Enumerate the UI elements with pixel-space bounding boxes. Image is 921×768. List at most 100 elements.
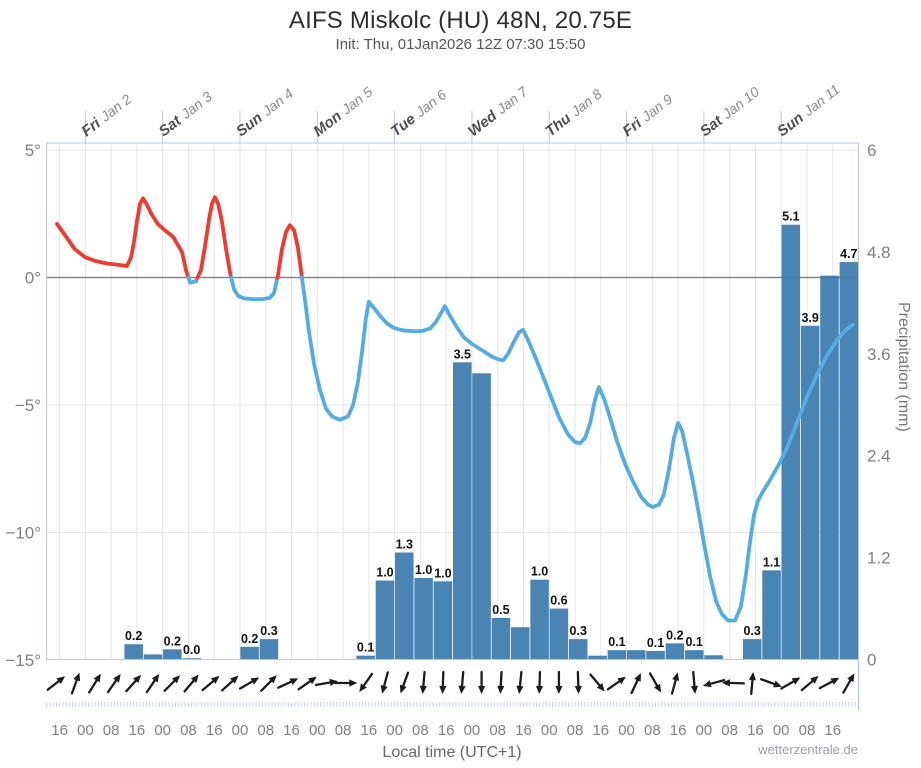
day-label: SatJan 3 — [156, 88, 216, 140]
y-left-tick: 0° — [25, 269, 41, 288]
precip-bar — [472, 373, 491, 660]
x-hour-tick: 16 — [51, 722, 68, 739]
wind-arrow — [458, 670, 466, 694]
x-hour-tick: 16 — [747, 722, 764, 739]
precip-bar — [491, 617, 511, 660]
x-axis-title: Local time (UTC+1) — [382, 744, 522, 761]
wind-arrow — [88, 673, 101, 694]
precip-bar — [762, 570, 781, 660]
wind-arrow — [260, 675, 277, 692]
y-axis-right-title: Precipitation (mm) — [895, 302, 912, 432]
temperature-line-above-zero — [55, 196, 191, 280]
precip-bar-value: 1.0 — [531, 565, 548, 579]
wind-arrow — [690, 670, 699, 694]
x-hour-tick: 16 — [515, 722, 532, 739]
y-axis-left-tick-labels: 5° 0° −5° −10° −15° — [5, 141, 41, 670]
y-left-tick: −15° — [5, 651, 41, 670]
precip-bar-value: 0.2 — [241, 632, 258, 646]
precip-bar-value: 1.1 — [763, 555, 780, 569]
chart-title: AIFS Miskolc (HU) 48N, 20.75E — [288, 7, 633, 34]
y-right-tick: 6 — [867, 141, 876, 160]
wind-arrow — [399, 671, 410, 694]
precip-bar-value: 0.2 — [125, 629, 142, 643]
precip-bar — [530, 579, 549, 660]
y-left-tick: −10° — [5, 524, 41, 543]
temperature-line-above-zero — [275, 223, 304, 280]
precipitation-bar-labels: 0.2 0.20.00.20.30.11.01.31.0 1.03.50.51.00… — [125, 210, 858, 657]
wind-arrow — [220, 675, 239, 692]
x-hour-tick: 00 — [696, 722, 713, 739]
precip-bar — [549, 608, 569, 660]
wind-arrow — [818, 677, 840, 690]
horizontal-gridlines — [46, 149, 859, 533]
wind-arrow — [648, 672, 662, 693]
wind-arrow — [606, 676, 626, 691]
precip-bar-value: 4.7 — [840, 247, 857, 261]
precip-bar-value: 0.3 — [260, 624, 277, 638]
precip-bar — [163, 649, 182, 660]
precip-bar-value: 3.5 — [454, 347, 471, 361]
wind-arrow — [277, 678, 299, 689]
wind-arrow — [359, 672, 374, 693]
wind-arrow — [555, 670, 563, 694]
wind-arrow — [477, 670, 486, 694]
precip-bar — [395, 552, 414, 660]
x-hour-tick: 16 — [438, 722, 455, 739]
watermark: wetterzentrale.de — [758, 742, 858, 757]
precip-bar-value: 0.1 — [647, 636, 664, 650]
precip-bar-value: 1.0 — [376, 566, 393, 580]
x-hour-tick: 08 — [489, 722, 506, 739]
precip-bar-value: 1.0 — [415, 563, 432, 577]
precip-bar-value: 1.0 — [434, 566, 451, 580]
wind-arrow — [780, 677, 801, 690]
precip-bar-value: 0.1 — [608, 635, 625, 649]
wind-arrow — [497, 670, 505, 694]
x-hour-tick: 16 — [670, 722, 687, 739]
precip-bar-value: 0.6 — [550, 594, 567, 608]
precip-bar-value: 0.3 — [570, 624, 587, 638]
precip-bar — [568, 639, 588, 660]
x-axis-hour-labels: 16 00 08 16 00 08 16 00 08 16 00 08 16 00 08 16 00 08 16 00… — [51, 722, 841, 739]
precip-bar — [182, 658, 201, 660]
wind-arrow — [589, 673, 605, 692]
x-hour-tick: 08 — [721, 722, 738, 739]
day-label: MonJan 5 — [310, 83, 376, 140]
precip-bar — [453, 362, 472, 660]
precip-bar-value: 3.9 — [801, 311, 818, 325]
x-hour-tick: 16 — [129, 722, 146, 739]
y-right-tick: 0 — [867, 651, 876, 670]
day-boundary-lines — [84, 111, 782, 143]
hour-ruler — [46, 659, 860, 710]
precip-bar — [684, 650, 704, 660]
precip-bar — [704, 655, 723, 660]
x-hour-tick: 00 — [386, 722, 403, 739]
x-hour-tick: 00 — [773, 722, 790, 739]
wind-arrow — [721, 679, 746, 687]
temperature-line-below-zero — [186, 275, 200, 285]
wind-arrow — [516, 670, 524, 694]
x-hour-tick: 08 — [257, 722, 274, 739]
wind-arrow — [314, 678, 338, 687]
x-hour-tick: 16 — [206, 722, 223, 739]
wind-arrow — [748, 672, 757, 696]
wind-arrow — [106, 673, 121, 694]
precip-bar-value: 1.3 — [396, 538, 413, 552]
wind-arrow — [439, 670, 447, 694]
day-label: FriJan 9 — [620, 91, 677, 140]
y-right-tick: 3.6 — [867, 345, 891, 364]
precip-bar-value: 0.1 — [686, 635, 703, 649]
precip-bar — [742, 639, 762, 660]
wind-arrow — [145, 673, 160, 694]
wind-arrow — [297, 676, 317, 691]
wind-arrow — [535, 670, 544, 694]
precip-bar — [646, 651, 665, 660]
x-hour-tick: 00 — [77, 722, 94, 739]
y-axis-right-tick-labels: 6 4.8 3.6 2.4 1.2 0 — [867, 141, 891, 670]
wind-arrow — [419, 670, 427, 694]
precip-bar-value: 0.2 — [164, 634, 181, 648]
y-left-tick: 5° — [25, 141, 41, 160]
precip-bar-value: 0.0 — [183, 643, 200, 657]
wind-direction-arrows — [46, 670, 855, 696]
